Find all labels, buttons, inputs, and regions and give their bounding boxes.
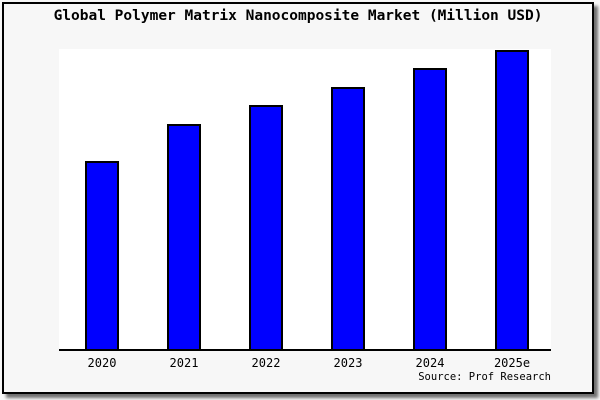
bar-2024 — [413, 68, 447, 349]
bar-2022 — [249, 105, 283, 349]
x-tick-label-2020: 2020 — [87, 356, 117, 370]
x-tick-label-2025e: 2025e — [493, 356, 531, 370]
plot-area — [59, 49, 551, 351]
bar-2023 — [331, 87, 365, 349]
x-tick-label-2024: 2024 — [415, 356, 445, 370]
x-tick-label-2022: 2022 — [251, 356, 281, 370]
bar-2025e — [495, 50, 529, 349]
x-tick-label-2021: 2021 — [169, 356, 199, 370]
bar-2021 — [167, 124, 201, 349]
bar-2020 — [85, 161, 119, 349]
chart-title: Global Polymer Matrix Nanocomposite Mark… — [53, 8, 543, 24]
chart-panel: Global Polymer Matrix Nanocomposite Mark… — [2, 2, 594, 394]
x-tick-label-2023: 2023 — [333, 356, 363, 370]
source-note: Source: Prof Research — [418, 371, 551, 383]
